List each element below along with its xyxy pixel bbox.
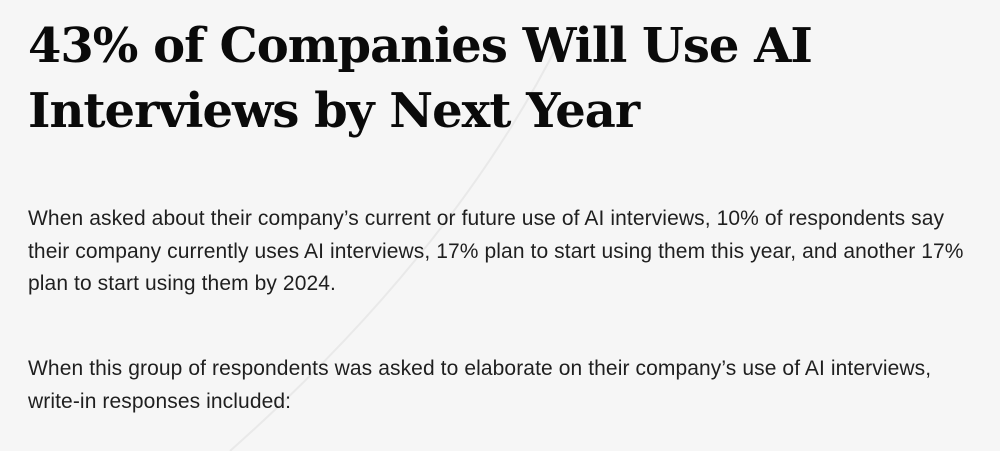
- article: 43% of Companies Will Use AI Interviews …: [28, 0, 978, 413]
- article-paragraph-1: When asked about their company’s current…: [28, 207, 964, 295]
- article-paragraph-2: When this group of respondents was asked…: [28, 357, 932, 413]
- article-headline: 43% of Companies Will Use AI Interviews …: [28, 18, 813, 139]
